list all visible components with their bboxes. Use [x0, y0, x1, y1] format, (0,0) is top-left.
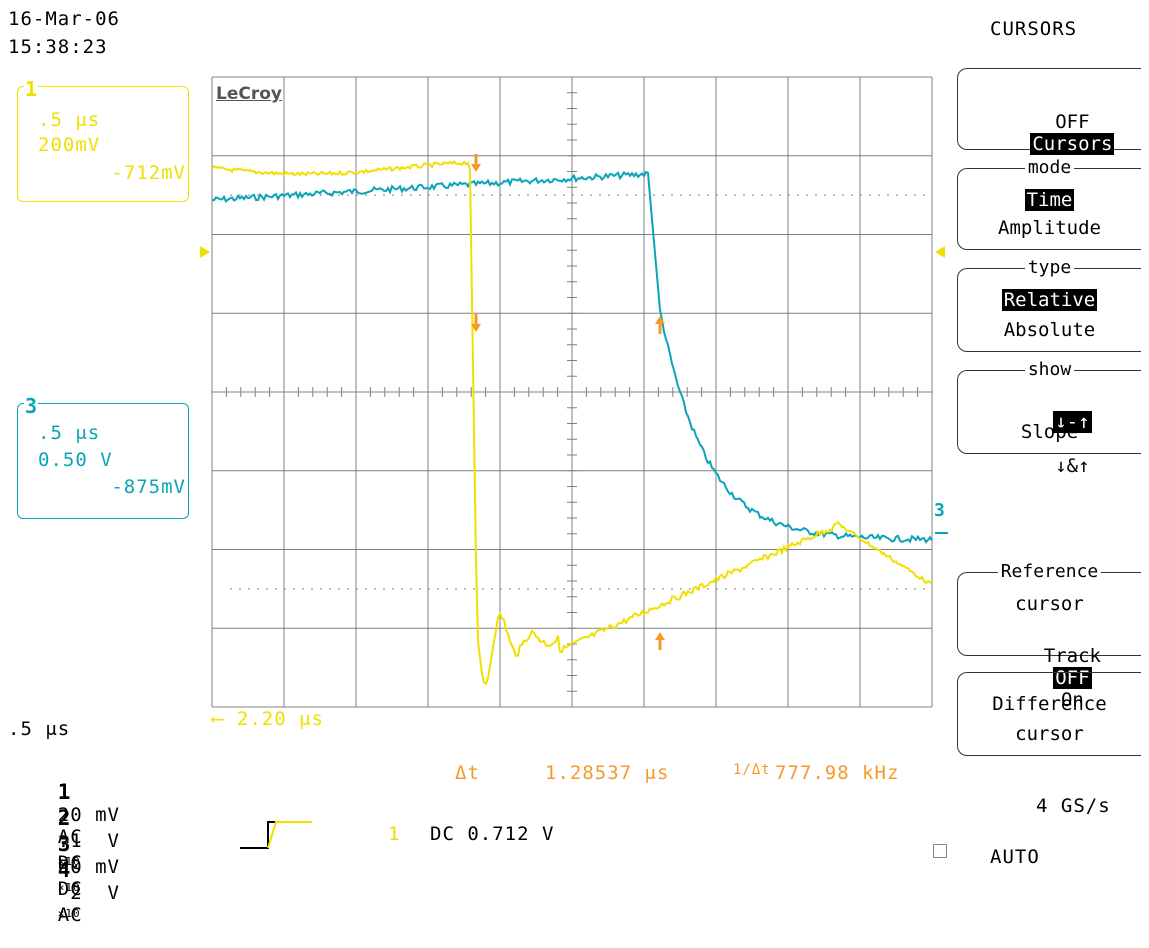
reference-title: Reference [997, 561, 1102, 582]
time-label: 15:38:23 [8, 36, 108, 58]
difference-cursor-label: cursor [1015, 723, 1084, 745]
difference-title: Difference [992, 693, 1107, 715]
show-slope-label: Slope [1020, 421, 1079, 443]
channel-3-edge-label: 3 [934, 500, 945, 521]
reference-cursor-button[interactable]: Reference cursor Track OFF On [957, 561, 1141, 711]
type-menu-button[interactable]: type Relative Absolute [957, 257, 1141, 352]
graticule [211, 76, 933, 708]
channel-row-probe: ×10 [57, 855, 81, 868]
channel-3-timebase: .5 μs [38, 422, 101, 444]
cursor-arrow-icon [471, 154, 481, 172]
mode-title: mode [1024, 157, 1075, 178]
show-slope-both-option[interactable]: ↓&↑ [1055, 455, 1090, 477]
mode-time-option[interactable]: Time [1024, 189, 1075, 211]
mode-menu-button[interactable]: mode Time Amplitude [957, 157, 1141, 250]
delta-t-label: Δt [455, 762, 480, 784]
cursor-markers [471, 154, 665, 650]
channel-1-box[interactable]: 1 .5 μs 200mV -712mV [17, 77, 189, 202]
frequency-value: 777.98 kHz [775, 762, 900, 784]
delta-t-value: 1.28537 μs [545, 762, 670, 784]
trigger-delay: ⟵ 2.20 μs [212, 708, 324, 730]
cursor-arrow-icon [655, 632, 665, 650]
trigger-source: 1 [388, 823, 401, 845]
panel-title: CURSORS [990, 18, 1078, 40]
track-on-option[interactable]: On [1060, 689, 1084, 711]
timebase-label: .5 μs [8, 718, 71, 740]
channel-1-timebase: .5 μs [38, 109, 101, 131]
acquisition-indicator-icon [933, 844, 947, 858]
show-slope-diff-option[interactable]: ↓-↑ [1053, 411, 1092, 433]
type-absolute-option[interactable]: Absolute [1003, 319, 1096, 341]
trigger-mode: AUTO [990, 846, 1040, 868]
brand-logo: LeCroy [216, 84, 282, 104]
show-menu-button[interactable]: show ↓-↑ ↓&↑ Slope [957, 359, 1141, 477]
channel-3-volts: 0.50 V [38, 449, 113, 471]
channel-row[interactable]: 1 20 mV AC ×10 [8, 758, 157, 868]
channel-row-number: 4 [57, 858, 72, 882]
channel-1-volts: 200mV [38, 134, 101, 156]
channel-1-number: 1 [24, 77, 39, 101]
channel-row-scale: 20 mV [57, 804, 120, 826]
type-title: type [1024, 257, 1075, 278]
trigger-edge-icon-rise [267, 821, 312, 849]
right-level-marker [935, 246, 945, 258]
channel-row-coupling: AC [57, 826, 83, 848]
channel-row-scale: 2 V [57, 882, 120, 904]
left-level-marker [200, 246, 210, 258]
cursor-arrow-icon [655, 316, 665, 334]
cursor-arrow-icon [471, 314, 481, 332]
type-relative-option[interactable]: Relative [1001, 289, 1098, 311]
difference-cursor-button[interactable]: Difference cursor [957, 672, 1141, 756]
channel-1-trace [211, 159, 933, 685]
channel-1-offset: -712mV [111, 162, 186, 184]
channel-row-number: 1 [57, 780, 72, 804]
cursors-toggle-button[interactable]: OFF Cursors [957, 68, 1141, 155]
channel-row-scale: .1 V [57, 830, 120, 852]
date-label: 16-Mar-06 [8, 8, 120, 30]
channel-row-number: 2 [57, 806, 72, 830]
channel-row-number: 3 [57, 832, 72, 856]
trigger-edge-icon [240, 821, 276, 849]
channel-3-box[interactable]: 3 .5 μs 0.50 V -875mV [17, 394, 189, 519]
sample-rate: 4 GS/s [1036, 795, 1111, 817]
track-label: Track [1043, 645, 1101, 667]
show-title: show [1024, 359, 1075, 380]
channel-3-offset: -875mV [111, 476, 186, 498]
cursors-on-option[interactable]: Cursors [1030, 133, 1115, 155]
channel-3-number: 3 [24, 394, 39, 418]
cursors-off-option[interactable]: OFF [1055, 111, 1090, 133]
channel-3-trace [211, 170, 933, 544]
channel-row-coupling: AC [57, 904, 83, 926]
channel-settings: 1 20 mV AC ×10 2 .1 V DC ×10 3 50 mV DC … [8, 758, 157, 926]
trigger-coupling-level: DC 0.712 V [430, 823, 555, 845]
reference-cursor-label: cursor [1015, 593, 1084, 615]
frequency-label: 1/Δt [733, 762, 771, 778]
mode-amplitude-option[interactable]: Amplitude [998, 217, 1101, 239]
waveform-display [200, 76, 948, 849]
